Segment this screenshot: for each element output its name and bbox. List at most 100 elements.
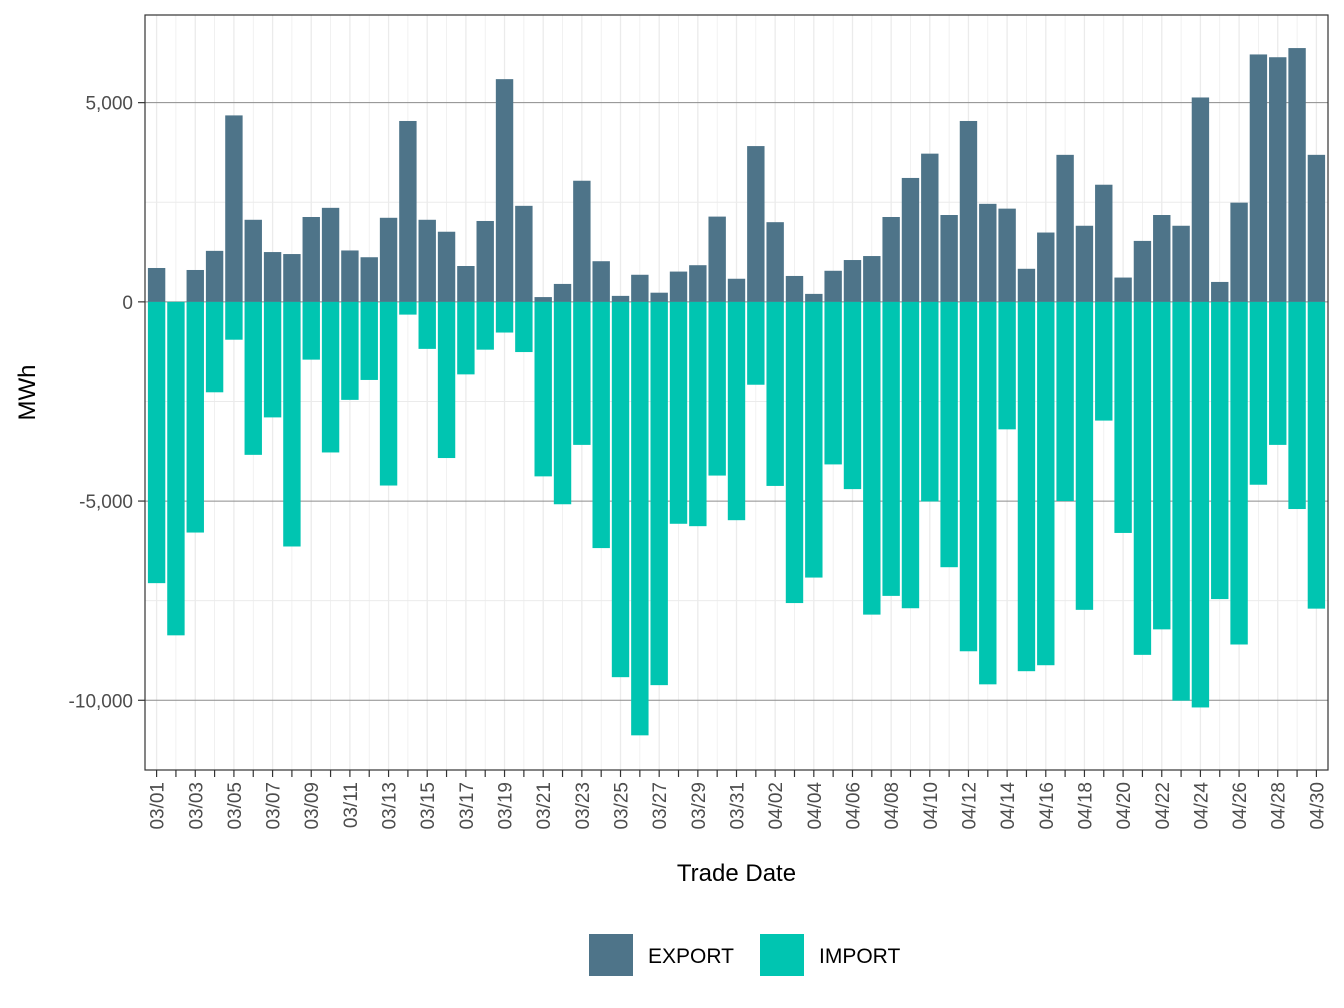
bar-export-04-06 <box>843 260 862 302</box>
bar-export-04-27 <box>1249 54 1268 302</box>
bar-export-03-15 <box>418 219 436 302</box>
x-tick-label: 04/06 <box>843 782 864 830</box>
bar-import-04-19 <box>1095 301 1113 421</box>
bar-export-03-19 <box>495 79 514 302</box>
bar-import-04-08 <box>882 301 900 596</box>
bar-import-03-12 <box>360 301 378 380</box>
bar-import-03-19 <box>495 301 514 333</box>
bar-export-03-05 <box>225 115 243 302</box>
bar-import-03-17 <box>457 301 475 375</box>
bar-import-04-28 <box>1269 301 1287 445</box>
y-tick-label: 0 <box>122 293 133 314</box>
bar-import-04-17 <box>1056 301 1074 502</box>
y-axis-ticks: -10,000 -5,000 0 5,000 <box>69 94 145 712</box>
bars <box>147 48 1326 736</box>
bar-import-03-03 <box>186 301 204 533</box>
bar-export-04-28 <box>1269 57 1287 302</box>
bar-import-03-29 <box>689 301 707 527</box>
bar-export-04-13 <box>979 203 997 302</box>
x-tick-label: 03/19 <box>496 782 517 830</box>
legend: EXPORT IMPORT <box>589 934 900 976</box>
legend-label-import: IMPORT <box>819 945 900 968</box>
bar-import-03-01 <box>147 301 166 584</box>
bar-import-03-11 <box>341 301 359 400</box>
legend-key-export <box>589 934 633 976</box>
x-axis-ticks: 03/01 03/03 03/05 03/07 03/09 03/11 03/13 03/15… <box>148 770 1328 830</box>
bar-import-04-21 <box>1133 301 1152 655</box>
bar-export-03-21 <box>534 297 552 302</box>
bar-import-04-06 <box>843 301 862 490</box>
x-tick-label: 04/24 <box>1191 782 1212 830</box>
x-tick-label: 03/11 <box>341 782 362 828</box>
x-tick-label: 03/25 <box>612 782 633 830</box>
bar-import-03-25 <box>611 301 630 678</box>
bar-export-04-10 <box>921 153 939 302</box>
bar-export-03-22 <box>553 283 572 302</box>
bar-import-04-07 <box>863 301 881 615</box>
bar-import-04-24 <box>1191 301 1210 708</box>
bar-import-04-18 <box>1075 301 1094 610</box>
x-tick-label: 04/30 <box>1307 782 1328 830</box>
x-tick-label: 03/31 <box>728 782 749 830</box>
bar-import-03-23 <box>573 301 591 445</box>
bar-export-03-13 <box>379 217 398 302</box>
bar-export-04-26 <box>1230 202 1248 302</box>
bar-import-04-20 <box>1114 301 1132 533</box>
bar-import-03-08 <box>283 301 301 547</box>
bar-import-04-01 <box>747 301 765 385</box>
x-tick-label: 03/05 <box>225 782 246 830</box>
bar-export-04-12 <box>959 120 978 302</box>
bar-import-03-26 <box>631 301 649 736</box>
bar-export-04-17 <box>1056 154 1074 302</box>
bar-export-03-08 <box>283 254 301 302</box>
bar-import-04-12 <box>959 301 978 652</box>
bar-import-03-30 <box>708 301 726 476</box>
bar-import-04-13 <box>979 301 997 685</box>
x-tick-label: 04/22 <box>1153 782 1174 830</box>
bar-export-03-23 <box>573 180 591 302</box>
x-tick-label: 03/15 <box>418 782 439 830</box>
bar-import-03-06 <box>244 301 262 455</box>
bar-export-03-09 <box>302 216 320 302</box>
bar-import-04-11 <box>940 301 958 568</box>
bar-export-04-09 <box>901 177 920 302</box>
x-tick-label: 04/28 <box>1269 782 1290 830</box>
bar-export-03-28 <box>669 271 688 302</box>
x-tick-label: 04/20 <box>1114 782 1135 830</box>
bar-import-04-29 <box>1288 301 1306 510</box>
x-tick-label: 03/27 <box>650 782 671 830</box>
bar-export-03-29 <box>689 265 707 302</box>
x-tick-label: 04/26 <box>1230 782 1251 830</box>
bar-import-03-15 <box>418 301 436 349</box>
bar-import-03-18 <box>476 301 494 350</box>
bar-import-04-03 <box>785 301 804 604</box>
bar-export-04-02 <box>766 222 784 302</box>
bar-export-04-05 <box>824 270 842 302</box>
x-tick-label: 03/23 <box>573 782 594 830</box>
bar-export-03-18 <box>476 220 494 302</box>
x-tick-label: 04/04 <box>805 782 826 830</box>
bar-import-03-09 <box>302 301 320 360</box>
x-tick-label: 03/17 <box>457 782 478 830</box>
bar-export-04-03 <box>785 275 804 302</box>
bar-export-04-07 <box>863 256 881 302</box>
bar-export-04-08 <box>882 216 900 302</box>
bar-import-04-04 <box>805 301 823 578</box>
bar-export-03-14 <box>399 120 417 302</box>
bar-import-03-10 <box>321 301 340 453</box>
x-tick-label: 03/07 <box>264 782 285 830</box>
bar-export-04-30 <box>1307 154 1326 302</box>
bar-export-03-30 <box>708 216 726 302</box>
bar-import-03-04 <box>205 301 224 393</box>
bar-export-04-04 <box>805 293 823 302</box>
bar-export-03-26 <box>631 274 649 302</box>
x-tick-label: 04/02 <box>766 782 787 830</box>
x-tick-label: 04/08 <box>882 782 903 830</box>
bar-export-03-11 <box>341 250 359 302</box>
bar-export-04-14 <box>998 208 1016 302</box>
bar-import-04-15 <box>1017 301 1036 672</box>
bar-export-03-17 <box>457 266 475 302</box>
bar-export-04-20 <box>1114 277 1132 302</box>
bar-export-04-11 <box>940 215 958 302</box>
